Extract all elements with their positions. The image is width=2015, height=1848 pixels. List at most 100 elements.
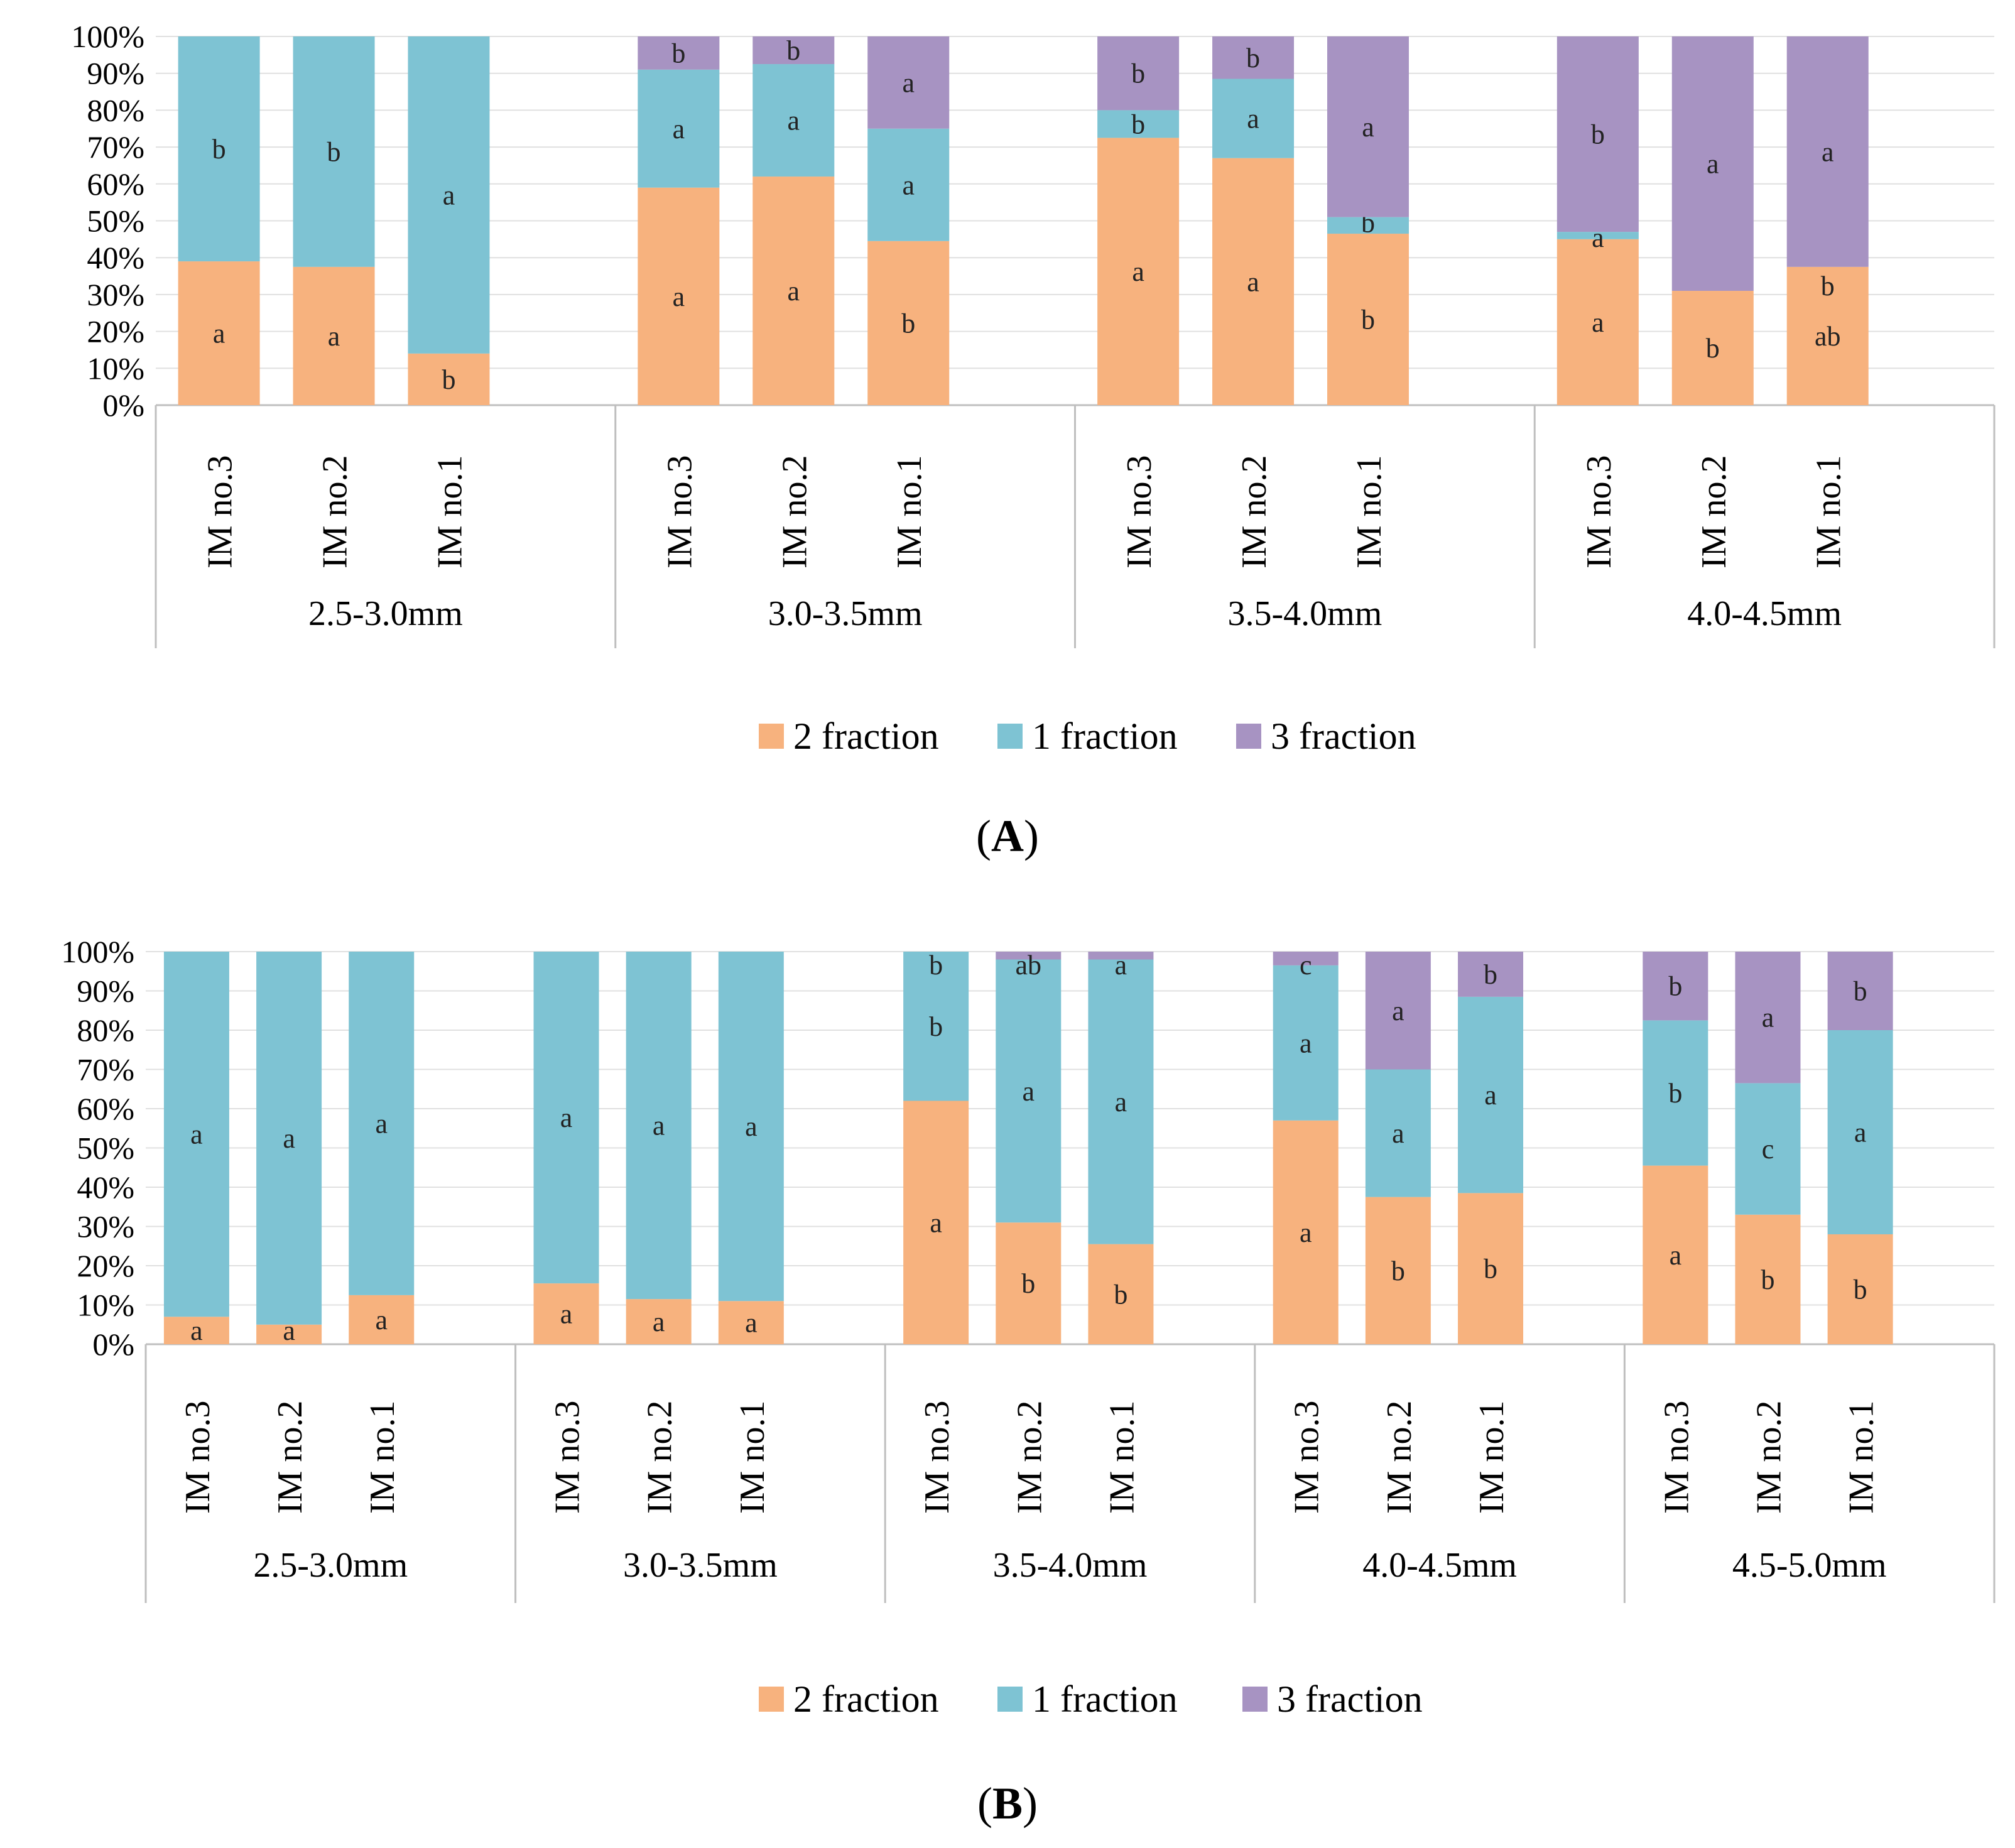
- group-label: 2.5-3.0mm: [253, 1546, 408, 1585]
- legend-swatch-1-fraction: [997, 1687, 1023, 1712]
- significance-letter: b: [1021, 1268, 1035, 1299]
- significance-letter: b: [442, 364, 455, 395]
- significance-letter: a: [653, 1111, 665, 1141]
- group-label: 2.5-3.0mm: [308, 594, 463, 633]
- bar-segment-2-fraction: [1212, 158, 1295, 405]
- x-tick-label: IM no.2: [1380, 1401, 1419, 1514]
- legend-swatch-1-fraction: [997, 724, 1023, 749]
- significance-letter: a: [1247, 266, 1259, 297]
- significance-letter: b: [1668, 1078, 1682, 1109]
- bar-segment-2-fraction: [1827, 1234, 1893, 1344]
- x-tick-label: IM no.2: [271, 1401, 310, 1514]
- significance-letter: a: [560, 1102, 573, 1133]
- significance-letter: a: [930, 1207, 942, 1238]
- x-tick-label: IM no.2: [316, 455, 355, 568]
- x-tick-label: IM no.1: [1810, 455, 1849, 568]
- bar-segment-1-fraction: [867, 128, 950, 241]
- significance-letter: b: [1484, 959, 1497, 990]
- bar-segment-1-fraction: [1556, 232, 1639, 239]
- significance-letter: b: [212, 134, 226, 165]
- group-label: 3.5-4.0mm: [1227, 594, 1382, 633]
- y-tick-label: 30%: [77, 1209, 134, 1244]
- significance-letter: a: [1592, 307, 1604, 338]
- x-tick-label: IM no.1: [430, 455, 469, 568]
- significance-letter: b: [1854, 1275, 1867, 1305]
- significance-letter: a: [375, 1305, 388, 1335]
- significance-letter: a: [1300, 1217, 1312, 1248]
- significance-letter: a: [1115, 1087, 1127, 1117]
- significance-letter: b: [929, 1011, 943, 1042]
- bar-segment-2-fraction: [1786, 266, 1869, 405]
- y-tick-label: 50%: [77, 1131, 134, 1166]
- significance-letter: b: [1821, 271, 1835, 302]
- x-tick-label: IM no.1: [1102, 1401, 1141, 1514]
- legend-label: 2 fraction: [793, 1678, 939, 1720]
- legend-label: 3 fraction: [1277, 1678, 1423, 1720]
- x-tick-label: IM no.1: [1842, 1401, 1881, 1514]
- x-tick-label: IM no.1: [1472, 1401, 1511, 1514]
- significance-letter: b: [671, 38, 685, 68]
- bar-segment-2-fraction: [996, 1222, 1062, 1344]
- bar-segment-2-fraction: [638, 187, 720, 405]
- bar-segment-2-fraction: [1671, 291, 1754, 405]
- y-tick-label: 30%: [87, 277, 144, 312]
- y-tick-label: 60%: [87, 166, 144, 202]
- legend-swatch-3-fraction: [1236, 724, 1261, 749]
- significance-letter: a: [902, 170, 915, 200]
- bar-segment-1-fraction: [1273, 965, 1339, 1121]
- significance-letter: b: [1361, 305, 1375, 335]
- bar-segment-2-fraction: [1097, 138, 1180, 406]
- significance-letter: a: [328, 321, 340, 352]
- y-tick-label: 40%: [77, 1170, 134, 1205]
- bar-segment-3-fraction: [1273, 952, 1339, 965]
- significance-letter: b: [1131, 58, 1145, 89]
- y-tick-label: 70%: [87, 129, 144, 165]
- x-tick-label: IM no.2: [1235, 455, 1274, 568]
- bar-segment-1-fraction: [1212, 79, 1295, 158]
- bar-segment-1-fraction: [533, 952, 599, 1284]
- bar-segment-1-fraction: [1735, 1083, 1801, 1215]
- significance-letter: a: [1854, 1117, 1867, 1148]
- legend-label: 3 fraction: [1271, 715, 1416, 757]
- panel-label: (B): [977, 1778, 1038, 1829]
- significance-letter: a: [1300, 1028, 1312, 1058]
- significance-letter: b: [1668, 971, 1682, 1002]
- bar-segment-2-fraction: [867, 241, 950, 405]
- bar-segment-2-fraction: [752, 177, 835, 405]
- significance-letter: c: [1762, 1134, 1774, 1165]
- bar-segment-3-fraction: [1088, 952, 1154, 960]
- bar-segment-2-fraction: [1556, 239, 1639, 405]
- significance-letter: a: [213, 318, 225, 349]
- x-tick-label: IM no.3: [548, 1401, 587, 1514]
- bar-segment-1-fraction: [349, 952, 415, 1295]
- bar-segment-2-fraction: [903, 1101, 969, 1344]
- significance-letter: a: [902, 67, 915, 98]
- significance-letter: a: [1132, 256, 1144, 287]
- x-tick-label: IM no.3: [660, 455, 699, 568]
- significance-letter: a: [745, 1111, 758, 1142]
- bar-segment-1-fraction: [718, 952, 784, 1302]
- significance-letter: a: [190, 1315, 203, 1346]
- legend-label: 1 fraction: [1032, 715, 1178, 757]
- bar-segment-2-fraction: [1365, 1197, 1431, 1344]
- y-tick-label: 10%: [77, 1288, 134, 1323]
- bar-segment-3-fraction: [1458, 952, 1524, 997]
- bar-segment-1-fraction: [1827, 1030, 1893, 1234]
- significance-letter: b: [1761, 1264, 1774, 1295]
- y-tick-label: 60%: [77, 1091, 134, 1126]
- x-tick-label: IM no.2: [641, 1401, 680, 1514]
- y-tick-label: 20%: [77, 1248, 134, 1283]
- significance-letter: a: [443, 180, 455, 210]
- bar-segment-1-fraction: [256, 952, 322, 1325]
- bar-segment-3-fraction: [1643, 952, 1708, 1021]
- y-tick-label: 10%: [87, 351, 144, 386]
- legend-swatch-3-fraction: [1242, 1687, 1268, 1712]
- bar-segment-3-fraction: [1365, 952, 1431, 1070]
- bar-segment-3-fraction: [1327, 36, 1409, 217]
- bar-segment-2-fraction: [163, 1317, 229, 1344]
- significance-letter: a: [1762, 1003, 1774, 1033]
- significance-letter: b: [1706, 333, 1720, 364]
- legend-label: 1 fraction: [1032, 1678, 1178, 1720]
- group-label: 4.0-4.5mm: [1687, 594, 1842, 633]
